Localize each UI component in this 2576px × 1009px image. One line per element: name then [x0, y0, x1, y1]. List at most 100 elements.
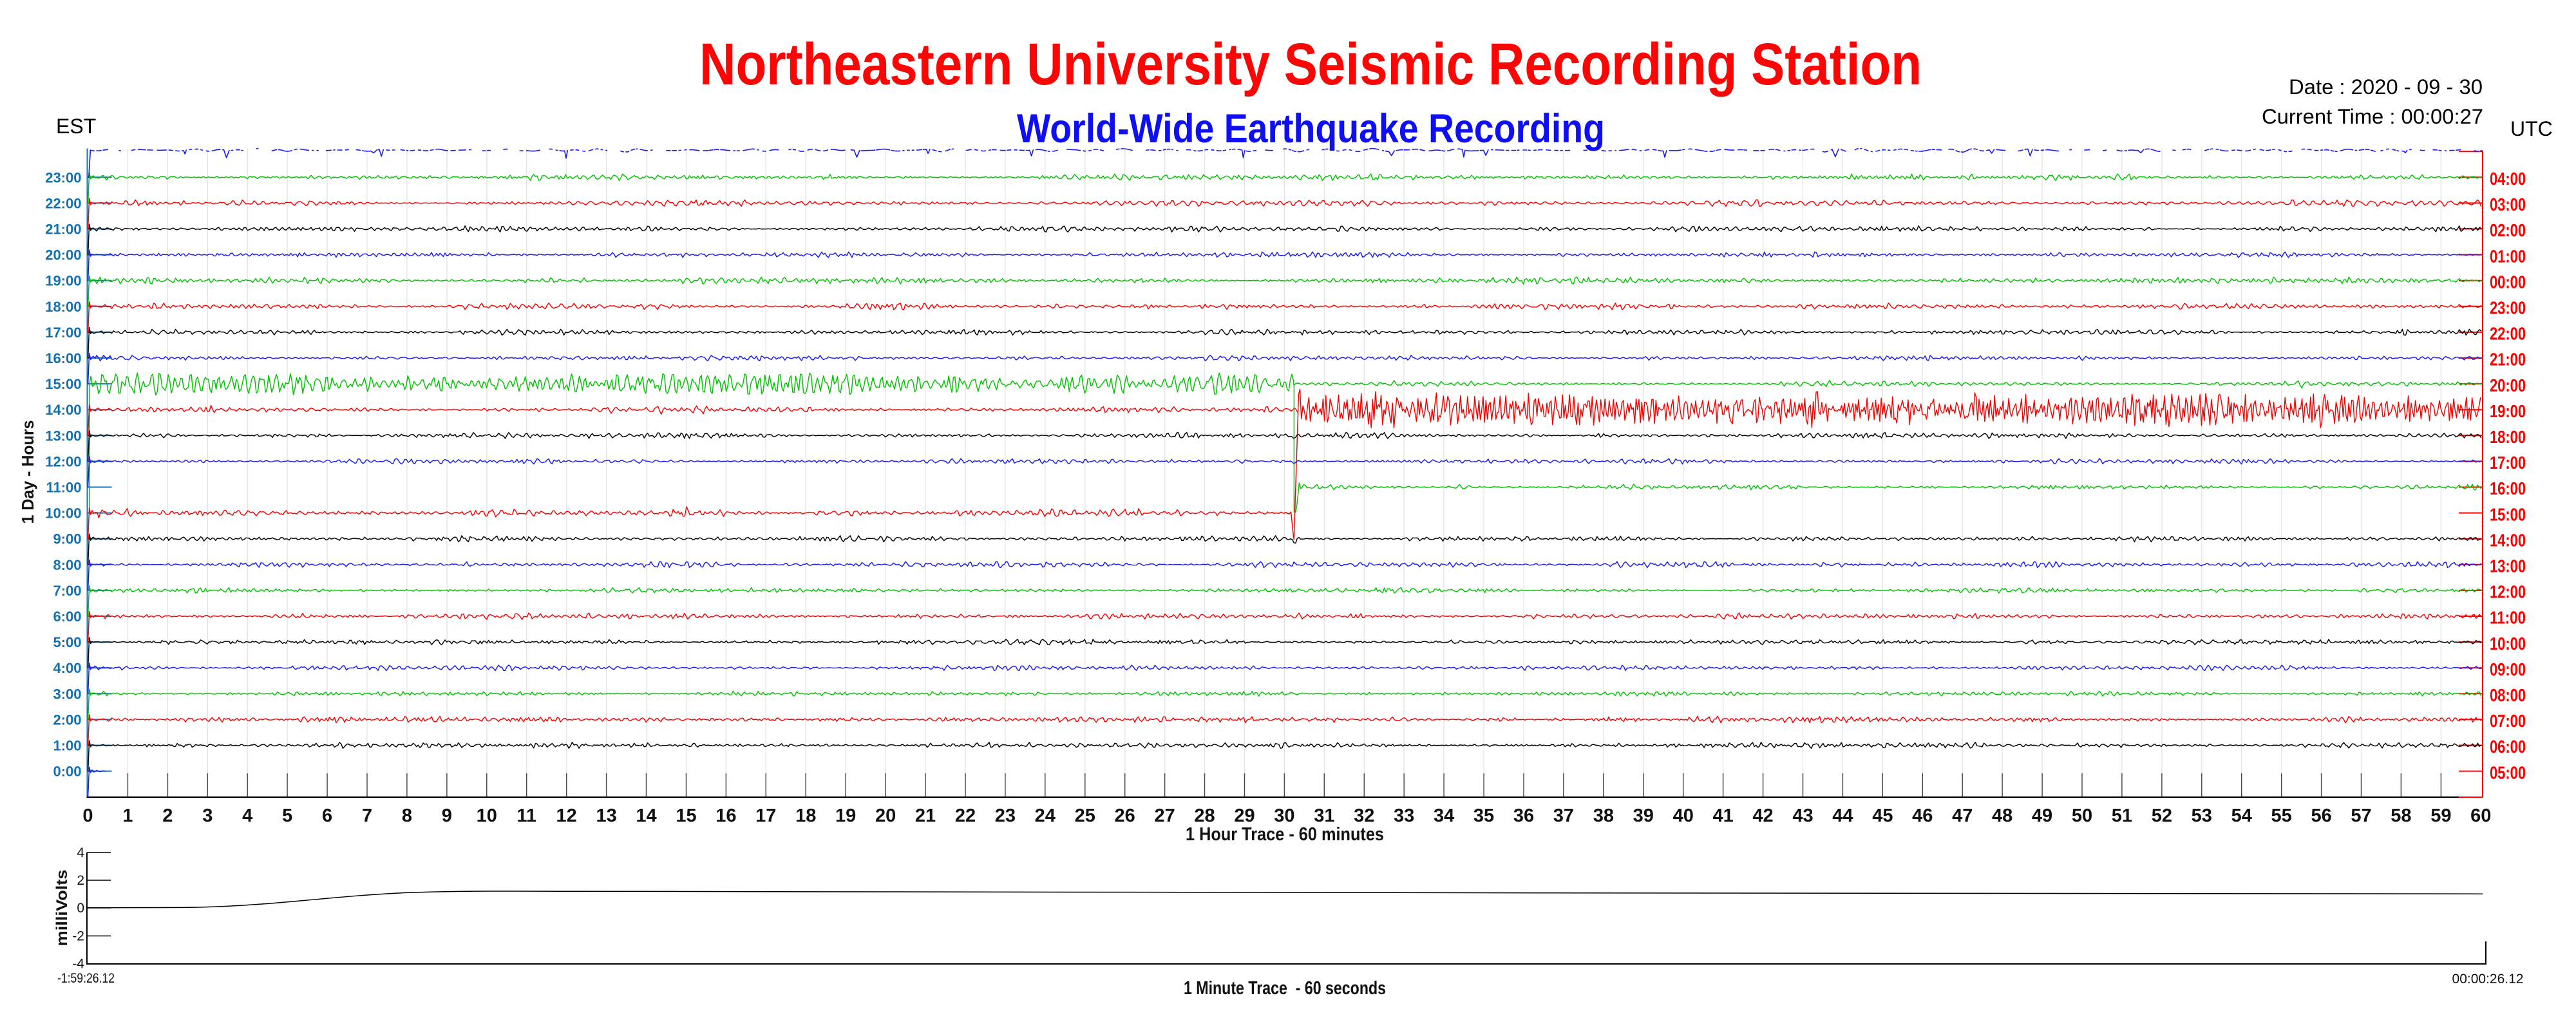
- svg-text:5:00: 5:00: [53, 634, 81, 650]
- svg-text:-2: -2: [72, 929, 84, 944]
- svg-text:World-Wide Earthquake Recordin: World-Wide Earthquake Recording: [1017, 106, 1605, 151]
- svg-text:30: 30: [1274, 806, 1294, 826]
- svg-text:19:00: 19:00: [45, 273, 81, 289]
- svg-text:17: 17: [755, 806, 776, 826]
- svg-text:-4: -4: [72, 957, 84, 972]
- svg-text:08:00: 08:00: [2490, 685, 2526, 705]
- svg-text:10: 10: [477, 806, 497, 826]
- svg-text:10:00: 10:00: [2490, 634, 2526, 654]
- svg-text:Date : 2020 - 09 - 30: Date : 2020 - 09 - 30: [2289, 75, 2483, 99]
- svg-text:6: 6: [322, 806, 332, 826]
- svg-text:0:00: 0:00: [53, 764, 81, 780]
- svg-text:27: 27: [1154, 806, 1175, 826]
- svg-text:20:00: 20:00: [2490, 375, 2526, 395]
- svg-text:12:00: 12:00: [45, 453, 81, 469]
- svg-text:8: 8: [402, 806, 412, 826]
- svg-text:17:00: 17:00: [2490, 453, 2526, 473]
- svg-text:38: 38: [1593, 806, 1614, 826]
- svg-text:16: 16: [715, 806, 736, 826]
- svg-text:5: 5: [282, 806, 292, 826]
- svg-text:47: 47: [1952, 806, 1973, 826]
- svg-text:21: 21: [915, 806, 936, 826]
- svg-text:40: 40: [1673, 806, 1694, 826]
- svg-text:44: 44: [1832, 806, 1853, 826]
- svg-text:13:00: 13:00: [2490, 556, 2526, 576]
- svg-text:15:00: 15:00: [45, 376, 81, 392]
- svg-text:19: 19: [835, 806, 856, 826]
- svg-text:0: 0: [77, 901, 84, 916]
- svg-text:51: 51: [2112, 806, 2132, 826]
- svg-text:58: 58: [2391, 806, 2411, 826]
- svg-text:4: 4: [77, 845, 84, 860]
- svg-text:41: 41: [1712, 806, 1733, 826]
- svg-text:14:00: 14:00: [45, 402, 81, 418]
- svg-text:3:00: 3:00: [53, 686, 81, 702]
- svg-text:2: 2: [77, 873, 84, 888]
- svg-text:43: 43: [1792, 806, 1813, 826]
- svg-text:11: 11: [516, 806, 536, 826]
- svg-text:UTC: UTC: [2510, 117, 2553, 140]
- svg-text:22:00: 22:00: [45, 195, 81, 211]
- svg-text:02:00: 02:00: [2490, 220, 2526, 240]
- svg-text:16:00: 16:00: [2490, 478, 2526, 498]
- svg-text:milliVolts: milliVolts: [53, 870, 71, 947]
- svg-text:42: 42: [1752, 806, 1773, 826]
- svg-text:57: 57: [2351, 806, 2371, 826]
- svg-text:18: 18: [795, 806, 816, 826]
- svg-text:26: 26: [1115, 806, 1135, 826]
- svg-text:21:00: 21:00: [45, 222, 81, 238]
- svg-text:14:00: 14:00: [2490, 530, 2526, 550]
- svg-text:60: 60: [2470, 806, 2491, 826]
- svg-text:52: 52: [2152, 806, 2172, 826]
- svg-text:56: 56: [2311, 806, 2331, 826]
- svg-text:21:00: 21:00: [2490, 350, 2526, 370]
- svg-text:53: 53: [2192, 806, 2212, 826]
- svg-text:25: 25: [1075, 806, 1095, 826]
- svg-text:13:00: 13:00: [45, 428, 81, 444]
- svg-text:32: 32: [1354, 806, 1374, 826]
- svg-text:59: 59: [2430, 806, 2451, 826]
- svg-text:12:00: 12:00: [2490, 582, 2526, 602]
- svg-text:00:00:26.12: 00:00:26.12: [2452, 972, 2524, 986]
- svg-text:46: 46: [1912, 806, 1933, 826]
- svg-text:29: 29: [1234, 806, 1255, 826]
- svg-text:23: 23: [995, 806, 1016, 826]
- svg-text:12: 12: [556, 806, 577, 826]
- svg-text:39: 39: [1633, 806, 1654, 826]
- svg-text:17:00: 17:00: [45, 325, 81, 341]
- svg-text:7:00: 7:00: [53, 583, 81, 599]
- svg-text:05:00: 05:00: [2490, 762, 2526, 782]
- svg-text:19:00: 19:00: [2490, 401, 2526, 421]
- svg-text:06:00: 06:00: [2490, 737, 2526, 757]
- svg-text:33: 33: [1394, 806, 1414, 826]
- svg-text:45: 45: [1872, 806, 1893, 826]
- svg-text:10:00: 10:00: [45, 505, 81, 522]
- svg-text:11:00: 11:00: [2490, 608, 2526, 628]
- svg-text:22: 22: [955, 806, 976, 826]
- svg-text:Northeastern University Seismi: Northeastern University Seismic Recordin…: [699, 32, 1922, 97]
- svg-text:36: 36: [1513, 806, 1534, 826]
- svg-text:7: 7: [362, 806, 372, 826]
- svg-text:31: 31: [1314, 806, 1334, 826]
- svg-text:18:00: 18:00: [45, 299, 81, 315]
- svg-text:15: 15: [676, 806, 696, 826]
- svg-text:54: 54: [2231, 806, 2252, 826]
- svg-text:13: 13: [596, 806, 616, 826]
- svg-text:9: 9: [442, 806, 452, 826]
- svg-text:2:00: 2:00: [53, 712, 81, 728]
- svg-text:-1:59:26.12: -1:59:26.12: [57, 971, 115, 986]
- svg-text:18:00: 18:00: [2490, 427, 2526, 447]
- svg-text:11:00: 11:00: [46, 480, 81, 496]
- svg-text:4:00: 4:00: [53, 660, 81, 676]
- svg-text:4: 4: [242, 806, 252, 826]
- svg-text:2: 2: [162, 806, 173, 826]
- svg-text:03:00: 03:00: [2490, 194, 2526, 214]
- svg-text:49: 49: [2032, 806, 2052, 826]
- svg-text:Current Time : 00:00:27: Current Time : 00:00:27: [2262, 105, 2483, 128]
- svg-text:24: 24: [1035, 806, 1056, 826]
- svg-text:09:00: 09:00: [2490, 659, 2526, 679]
- svg-text:48: 48: [1992, 806, 2012, 826]
- svg-text:50: 50: [2072, 806, 2092, 826]
- svg-text:20:00: 20:00: [45, 247, 81, 263]
- svg-text:20: 20: [875, 806, 896, 826]
